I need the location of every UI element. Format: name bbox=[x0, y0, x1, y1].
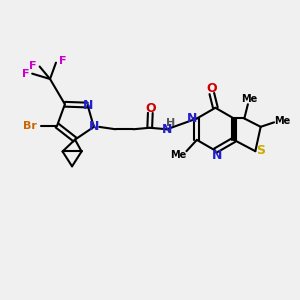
Text: N: N bbox=[162, 123, 172, 136]
Text: Me: Me bbox=[274, 116, 290, 127]
Text: Me: Me bbox=[170, 150, 186, 160]
Text: S: S bbox=[256, 144, 265, 157]
Text: F: F bbox=[29, 61, 37, 71]
Text: N: N bbox=[212, 148, 222, 162]
Text: N: N bbox=[89, 120, 99, 134]
Text: F: F bbox=[59, 56, 66, 66]
Text: O: O bbox=[146, 102, 156, 115]
Text: Me: Me bbox=[242, 94, 258, 104]
Text: N: N bbox=[187, 112, 198, 125]
Text: O: O bbox=[206, 82, 217, 95]
Text: H: H bbox=[166, 118, 175, 128]
Text: Br: Br bbox=[23, 121, 37, 130]
Text: N: N bbox=[82, 99, 93, 112]
Text: F: F bbox=[22, 69, 29, 79]
